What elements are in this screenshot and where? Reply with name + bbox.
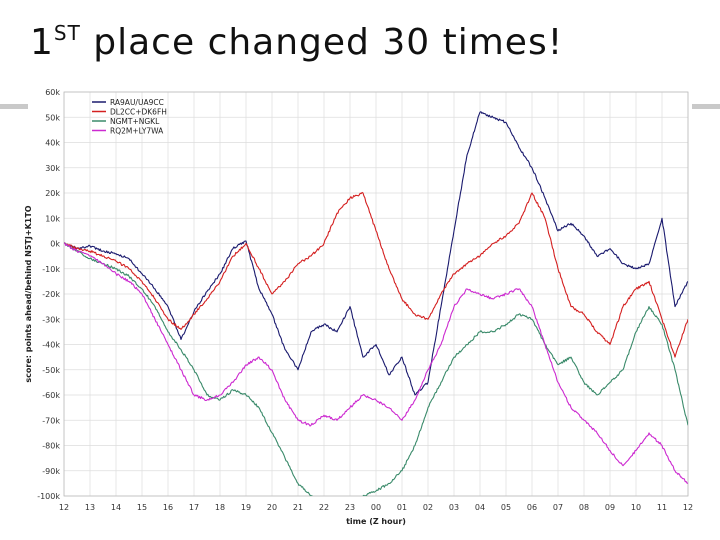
- x-tick-label: 21: [293, 503, 303, 512]
- y-tick-label: -70k: [42, 416, 60, 425]
- series-line-4: [64, 242, 688, 484]
- legend-label: NGMT+NGKL: [110, 117, 160, 126]
- legend-label: DL2CC+DK6FH: [110, 108, 167, 117]
- x-tick-label: 20: [267, 503, 277, 512]
- x-tick-label: 03: [449, 503, 459, 512]
- x-tick-label: 16: [163, 503, 173, 512]
- y-tick-label: 30k: [45, 164, 60, 173]
- y-tick-label: -30k: [42, 315, 60, 324]
- x-tick-label: 08: [579, 503, 589, 512]
- plot-border: [63, 91, 689, 497]
- x-tick-label: 09: [605, 503, 615, 512]
- y-tick-label: -10k: [42, 265, 60, 274]
- score-chart: 60k 50k 40k 30k 20k 10k 0k -10k -20k -30k -40k -50k…: [24, 88, 693, 526]
- y-tick-label: 20k: [45, 189, 60, 198]
- legend: RA9AU/UA9CCDL2CC+DK6FHNGMT+NGKLRQ2M+LY7W…: [92, 98, 167, 136]
- y-axis-title: score: points ahead/behind N5TJ+K1TO: [24, 205, 33, 382]
- y-tick-label: 40k: [45, 139, 60, 148]
- x-tick-label: 04: [475, 503, 485, 512]
- y-tick-label: 60k: [45, 88, 60, 97]
- y-tick-label: -50k: [42, 366, 60, 375]
- x-tick-label: 19: [241, 503, 251, 512]
- x-tick-label: 23: [345, 503, 355, 512]
- x-tick-label: 12: [683, 503, 693, 512]
- y-axis-ticks: 60k 50k 40k 30k 20k 10k 0k -10k -20k -30k -40k -50k…: [37, 88, 60, 501]
- x-tick-label: 00: [371, 503, 381, 512]
- x-tick-label: 22: [319, 503, 329, 512]
- legend-label: RQ2M+LY7WA: [110, 127, 164, 136]
- legend-label: RA9AU/UA9CC: [110, 98, 164, 107]
- series-lines: [64, 111, 688, 496]
- series-line-1: [64, 111, 688, 396]
- x-tick-label: 15: [137, 503, 147, 512]
- x-tick-label: 10: [631, 503, 641, 512]
- x-tick-label: 13: [85, 503, 95, 512]
- accent-bar-right: [692, 104, 720, 109]
- y-tick-label: -20k: [42, 290, 60, 299]
- slide-title: 1ST place changed 30 times!: [30, 21, 564, 63]
- title-superscript: ST: [53, 21, 81, 45]
- series-line-3: [64, 242, 688, 496]
- accent-bar-left: [0, 104, 28, 109]
- x-tick-label: 11: [657, 503, 667, 512]
- x-tick-label: 01: [397, 503, 407, 512]
- x-axis-title: time (Z hour): [346, 517, 406, 526]
- y-tick-label: 10k: [45, 214, 60, 223]
- x-tick-label: 18: [215, 503, 225, 512]
- y-tick-label: 50k: [45, 113, 60, 122]
- y-tick-label: -100k: [37, 492, 60, 501]
- x-tick-label: 17: [189, 503, 199, 512]
- y-tick-label: -80k: [42, 442, 60, 451]
- title-main: 1: [30, 22, 54, 63]
- x-tick-label: 05: [501, 503, 511, 512]
- x-tick-label: 12: [59, 503, 69, 512]
- y-tick-label: -60k: [42, 391, 60, 400]
- x-axis-ticks: 12 13 14 15 16 17 18 19 20 21 22 23 00 01 02 03 04 05 06 07…: [59, 503, 693, 512]
- series-line-2: [64, 191, 688, 358]
- x-tick-label: 07: [553, 503, 563, 512]
- x-tick-label: 02: [423, 503, 433, 512]
- y-tick-label: 0k: [50, 240, 60, 249]
- x-tick-label: 14: [111, 503, 121, 512]
- x-tick-label: 06: [527, 503, 537, 512]
- title-rest: place changed 30 times!: [80, 22, 564, 63]
- y-tick-label: -90k: [42, 467, 60, 476]
- y-tick-label: -40k: [42, 341, 60, 350]
